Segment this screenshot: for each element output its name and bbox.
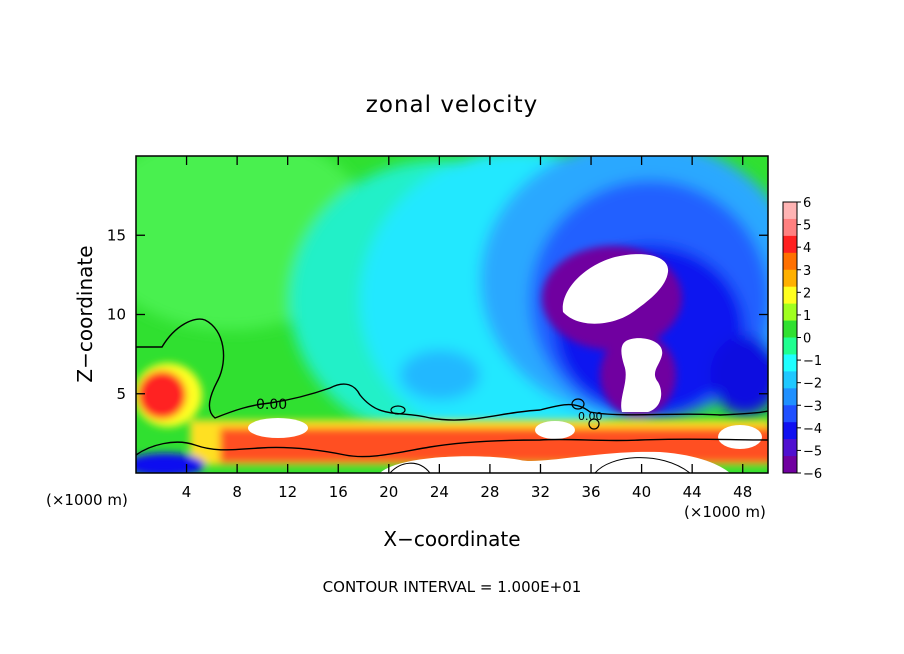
colorbar-swatch (783, 337, 797, 355)
field-core-white-right (718, 425, 762, 449)
contour-label-zero-2: 0.00 (578, 410, 603, 423)
contour-loop-small-c (588, 418, 600, 430)
colorbar-label: 1 (803, 309, 811, 324)
colorbar-label: 4 (803, 241, 811, 256)
contour-line-bottom-a (389, 462, 431, 473)
field-core-white-upper (562, 254, 669, 324)
velocity-field: 0.00 0.00 (136, 156, 768, 473)
colorbar-label: 3 (803, 264, 811, 279)
colorbar-swatch (783, 354, 797, 372)
colorbar-swatch (783, 371, 797, 389)
x-tick-label: 20 (379, 483, 398, 501)
colorbar-swatch (783, 218, 797, 237)
colorbar-swatch (783, 286, 797, 305)
field-core-white-left (248, 418, 308, 438)
colorbar: 6 5 4 3 2 1 0 −1 −2 −3 −4 −5 −6 (782, 196, 822, 482)
colorbar-swatch (783, 388, 797, 406)
x-unit-left: (×1000 m) (46, 491, 128, 509)
colorbar-label: −1 (803, 354, 822, 369)
x-unit-right: (×1000 m) (684, 503, 766, 521)
field-region-blue-bottom-left (136, 453, 205, 473)
x-tick-label: 28 (480, 483, 499, 501)
colorbar-swatch (783, 252, 797, 271)
y-axis-label: Z−coordinate (73, 245, 97, 382)
contour-loop-small-b (571, 398, 585, 410)
contour-label-zero: 0.00 (256, 397, 287, 413)
field-core-white-lower (621, 338, 663, 412)
colorbar-swatch (783, 202, 797, 220)
colorbar-label: −2 (803, 377, 822, 392)
colorbar-label: 2 (803, 286, 811, 301)
contour-line-lower (136, 438, 768, 458)
x-tick-label: 44 (683, 483, 702, 501)
x-tick-label: 24 (430, 483, 449, 501)
x-tick-label: 36 (581, 483, 600, 501)
colorbar-label: −3 (803, 399, 822, 414)
colorbar-label: −5 (803, 444, 822, 459)
x-tick-label: 12 (278, 483, 297, 501)
contour-loop-small-a (390, 405, 406, 415)
x-tick-label: 32 (531, 483, 550, 501)
x-axis-label: X−coordinate (383, 527, 520, 551)
colorbar-swatch (783, 269, 797, 288)
y-tick-label: 15 (107, 226, 126, 244)
y-tick-label: 10 (107, 306, 126, 324)
field-region-darkblue-right (710, 335, 768, 415)
y-tick-label: 5 (116, 385, 126, 403)
chart-title: zonal velocity (366, 92, 538, 118)
colorbar-swatch (783, 320, 797, 338)
field-core-white-mid (535, 421, 575, 439)
colorbar-swatch (783, 439, 797, 457)
field-region-red-left (138, 371, 186, 419)
colorbar-swatch (783, 422, 797, 440)
contour-line-bottom-b (594, 457, 691, 473)
colorbar-label: −4 (803, 422, 822, 437)
colorbar-swatch (783, 303, 797, 322)
colorbar-swatch (783, 235, 797, 254)
colorbar-swatch (783, 405, 797, 423)
colorbar-swatch (783, 456, 797, 474)
colorbar-label: 0 (803, 332, 811, 347)
x-tick-label: 48 (733, 483, 752, 501)
field-region-cyan-patch (400, 350, 480, 400)
contour-line-zero (136, 318, 768, 421)
colorbar-label: −6 (803, 467, 822, 482)
x-tick-label: 40 (632, 483, 651, 501)
contour-interval-footer: CONTOUR INTERVAL = 1.000E+01 (323, 578, 582, 596)
colorbar-label: 6 (803, 196, 811, 211)
x-tick-label: 16 (329, 483, 348, 501)
colorbar-label: 5 (803, 219, 811, 234)
x-tick-label: 4 (182, 483, 192, 501)
x-tick-label: 8 (232, 483, 242, 501)
